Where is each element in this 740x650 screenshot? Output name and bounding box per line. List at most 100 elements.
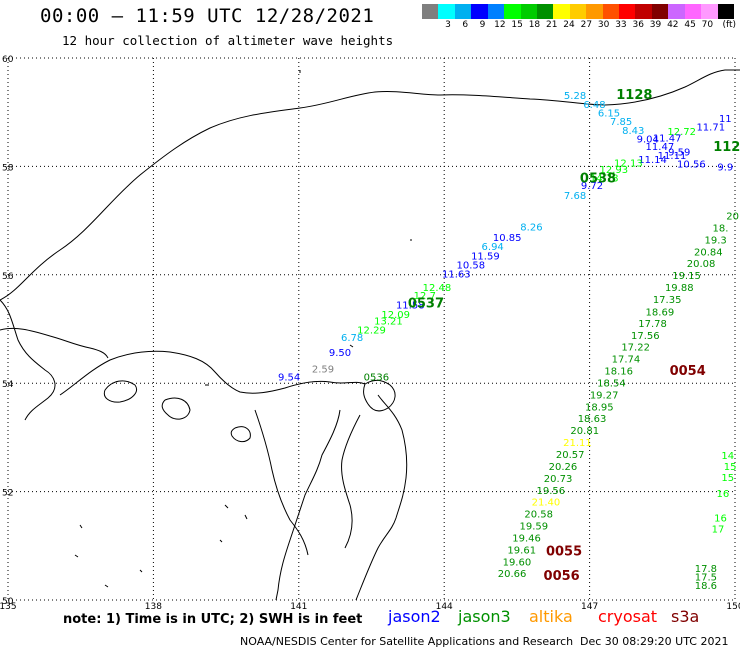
wave-height-label: 14	[721, 451, 734, 462]
wave-height-label: 21.11	[563, 438, 592, 449]
wave-height-label: 9.04	[637, 135, 659, 146]
wave-height-label: 6.15	[598, 109, 620, 120]
legend-tick-label: 6	[462, 20, 469, 30]
wave-height-label: 20.58	[524, 510, 553, 521]
pass-time-label: 0056	[544, 569, 580, 584]
legend-swatch	[586, 4, 603, 19]
latitude-label: 60	[2, 55, 14, 65]
wave-height-label: 12.7	[414, 291, 436, 302]
wave-height-label: 20.08	[687, 259, 716, 270]
legend-tick-label: 9	[479, 20, 486, 30]
wave-height-label: 9.9	[717, 163, 733, 174]
wave-height-label: 17.56	[631, 331, 660, 342]
wave-height-label: 9.72	[581, 181, 603, 192]
coastline-sakhalin	[341, 394, 408, 601]
wave-height-label: 20.84	[694, 247, 723, 258]
legend-swatch	[651, 4, 669, 19]
coastline-shantar-islands	[103, 380, 251, 443]
satellite-name-jason2: jason2	[388, 607, 441, 626]
wave-height-label: 11.47	[646, 142, 675, 153]
legend-swatch	[438, 4, 455, 19]
wave-height-label: 19.60	[503, 557, 532, 568]
wave-height-label: 20	[726, 212, 739, 223]
wave-height-label: 7.68	[564, 191, 586, 202]
wave-height-label: 0536	[364, 372, 389, 383]
wave-height-label: 16	[714, 513, 727, 524]
wave-height-label: 19.59	[520, 522, 549, 533]
wave-height-label: 12.13	[614, 158, 643, 169]
legend-swatch	[536, 4, 554, 19]
wave-height-label: 19.61	[507, 545, 536, 556]
wave-height-label: 12.48	[423, 283, 452, 294]
wave-height-label: 15	[721, 473, 734, 484]
legend-swatch	[504, 4, 521, 19]
legend-tick-label: 33	[615, 20, 627, 30]
wave-height-label: 12.93	[600, 165, 629, 176]
legend-labels: 3 6 9 12 15 18 21 24 27 30 33 36 39 42 45 70	[422, 20, 734, 30]
wave-height-label: 20.66	[498, 569, 527, 580]
coastline-small-islands	[74, 70, 412, 588]
coastline-mainland-south	[275, 409, 341, 601]
wave-height-label: 19.15	[672, 271, 701, 282]
legend-swatch	[487, 4, 505, 19]
wave-height-label: 17.74	[612, 355, 641, 366]
wave-height-label: 11.71	[696, 123, 725, 134]
coastline-okhotsk-shore	[59, 350, 366, 396]
wave-height-label: 18.69	[646, 307, 675, 318]
legend-tick-label: 39	[649, 20, 662, 30]
wave-height-label: 18.63	[578, 414, 607, 425]
legend-swatch	[520, 4, 537, 19]
wave-height-label: 6.48	[583, 100, 605, 111]
latitude-label: 58	[2, 163, 14, 173]
legend-tick-label: 45	[684, 20, 696, 30]
latitude-label: 50	[2, 597, 14, 607]
legend-unit: (ft)	[722, 20, 736, 30]
wave-height-label: 18.6	[695, 581, 717, 592]
longitude-label: 144	[436, 602, 453, 612]
legend-tick-label: 70	[701, 20, 714, 30]
wave-height-label: 20.26	[549, 462, 578, 473]
pass-time-label: 0054	[670, 364, 706, 379]
color-scale-legend: 3 6 9 12 15 18 21 24 27 30 33 36 39 42 45 70 (ft)	[422, 4, 736, 36]
wave-height-label: 20.57	[556, 450, 585, 461]
wave-height-label: 10.58	[457, 260, 486, 271]
wave-height-label: 6.78	[341, 333, 363, 344]
legend-swatch	[471, 4, 488, 19]
wave-height-label: 13.21	[374, 317, 403, 328]
pass-time-label: 112	[713, 140, 740, 155]
wave-height-label: 19.88	[665, 283, 694, 294]
coastline-west-bay	[0, 299, 109, 421]
coastline-amur-bay	[363, 379, 396, 412]
legend-tick-label: 3	[445, 20, 451, 30]
wave-height-label: 10.85	[493, 233, 522, 244]
legend-swatch	[553, 4, 570, 19]
legend-tick-label: 42	[667, 20, 679, 30]
legend-tick-label: 36	[632, 20, 644, 30]
legend-tick-label: 15	[511, 20, 523, 30]
coastline	[0, 69, 740, 601]
legend-swatch	[602, 4, 620, 19]
wave-height-label: 19.56	[537, 486, 566, 497]
pass-time-label: 1128	[616, 88, 652, 103]
longitude-label: 141	[290, 602, 307, 612]
legend-swatch	[454, 4, 472, 19]
wave-height-label: 12.72	[667, 127, 696, 138]
coastline-north-asia	[0, 69, 740, 301]
wave-height-label: 16	[717, 489, 730, 500]
satellite-name-cryosat: cryosat	[598, 607, 658, 626]
wave-height-label: 11.59	[471, 252, 500, 263]
wave-height-label: 18.54	[597, 378, 626, 389]
wave-height-label: 11.47	[653, 133, 682, 144]
legend-tick-label: 18	[528, 20, 541, 30]
wave-height-points: 5.286.486.157.858.439.0411.4711.1110.561…	[278, 91, 739, 592]
wave-height-label: 6.94	[482, 242, 504, 253]
wave-height-label: 19.46	[512, 533, 541, 544]
wave-height-label: 20.81	[570, 426, 599, 437]
generated-timestamp: Dec 30 08:29:20 UTC 2021	[580, 635, 729, 648]
wave-height-label: 17.35	[653, 295, 682, 306]
wave-height-label: 2.59	[312, 364, 334, 375]
wave-height-label: 17	[712, 524, 725, 535]
legend-swatch	[569, 4, 587, 19]
legend-tick-label: 12	[494, 20, 506, 30]
